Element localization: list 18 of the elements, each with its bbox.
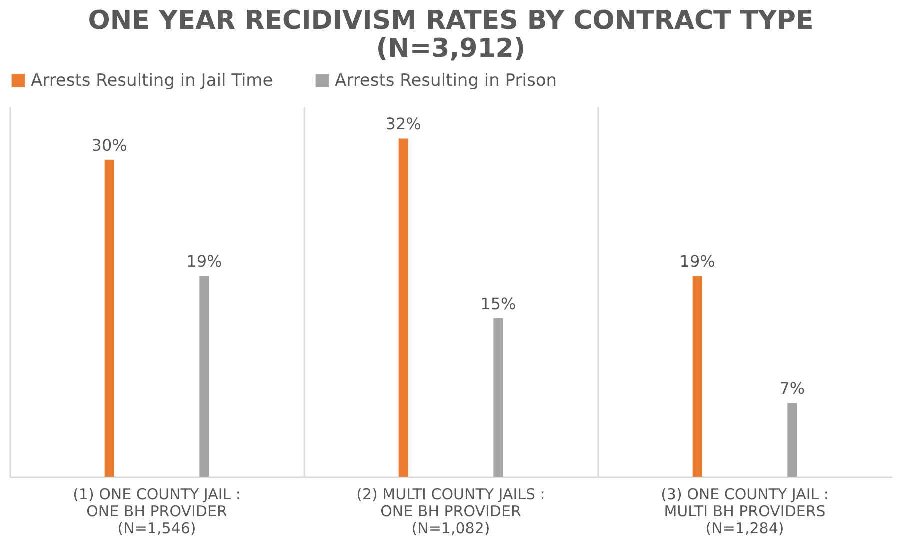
bar [104,160,114,477]
x-tick-label: (3) ONE COUNTY JAIL : MULTI BH PROVIDERS (N=1,284) [661,486,829,538]
bar [398,138,408,477]
data-label: 19% [680,252,716,272]
legend-label: Arrests Resulting in Jail Time [31,70,274,91]
bar [692,276,702,477]
chart-title: ONE YEAR RECIDIVISM RATES BY CONTRACT TYPE (N=3,912) [88,6,814,64]
data-label: 19% [186,252,222,272]
x-tick-label: (1) ONE COUNTY JAIL : ONE BH PROVIDER (N=1,546) [73,486,241,538]
data-label: 32% [386,114,422,134]
data-label: 15% [480,294,516,314]
data-label: 30% [92,136,128,155]
bar [494,318,504,477]
bar [788,403,798,477]
x-tick-label: (2) MULTI COUNTY JAILS : ONE BH PROVIDER (N=1,082) [356,486,546,538]
legend-label: Arrests Resulting in Prison [335,70,557,91]
data-label: 7% [780,379,806,398]
bar [200,276,210,477]
